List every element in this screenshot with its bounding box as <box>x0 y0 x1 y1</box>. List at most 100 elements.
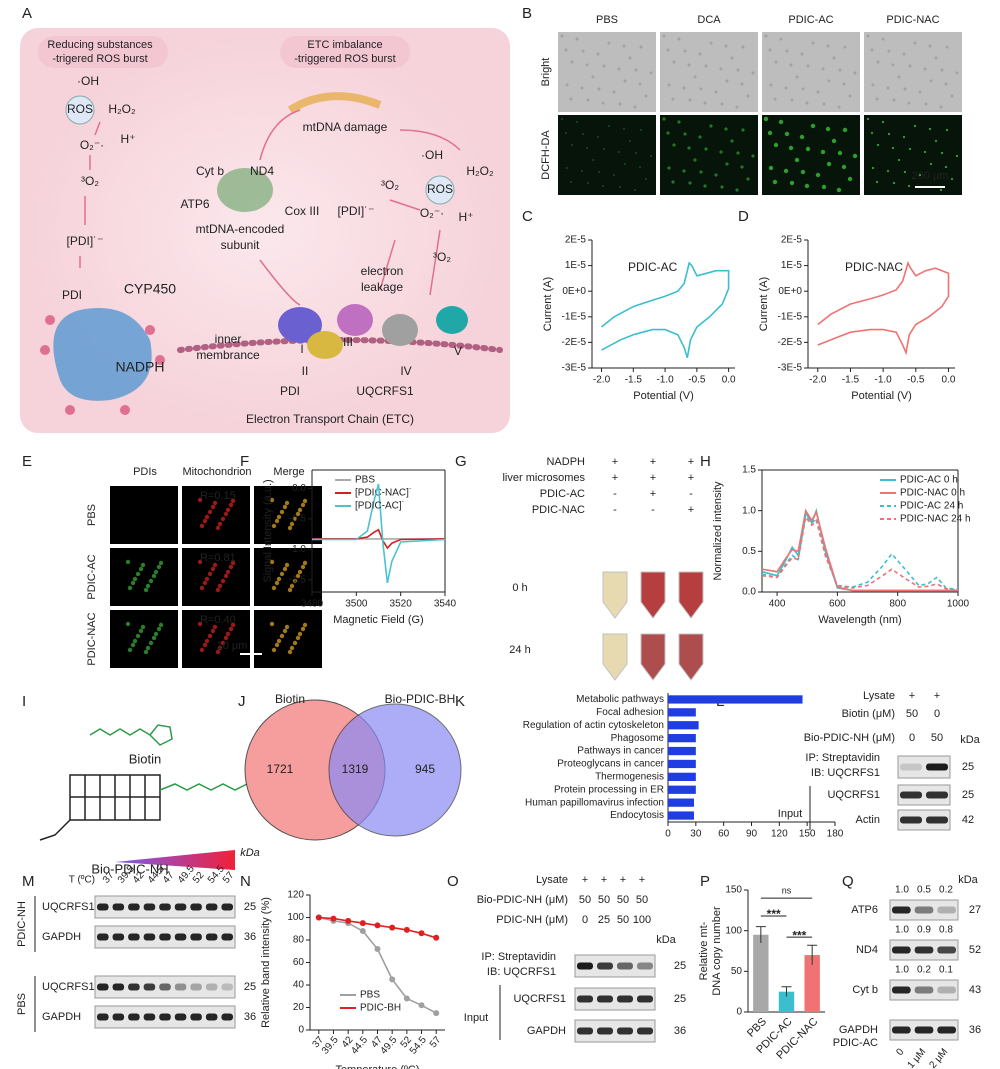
tube <box>640 633 666 681</box>
signal <box>132 638 138 644</box>
speckle <box>612 90 616 94</box>
signal <box>228 626 234 632</box>
signal <box>125 559 131 565</box>
speckle <box>624 163 626 165</box>
speckle <box>699 170 703 174</box>
speckle <box>597 87 601 91</box>
speckle <box>688 181 692 185</box>
signal <box>210 566 216 572</box>
speckle <box>913 41 917 45</box>
speckle <box>799 134 805 140</box>
treatment-label: PDIC-AC <box>833 1037 878 1049</box>
y-tick-label: -2E-5 <box>778 337 803 348</box>
micrograph <box>254 486 322 544</box>
signal <box>217 645 223 651</box>
speckle <box>580 86 584 90</box>
y-tick-label: -3E-5 <box>778 363 803 374</box>
band <box>205 903 218 911</box>
pink-dots <box>40 315 165 415</box>
speckle <box>908 64 912 68</box>
diagram-label: ROS <box>67 102 93 116</box>
speckle <box>934 56 938 60</box>
sign: - <box>613 504 617 516</box>
y-tick-label: 150 <box>725 885 742 896</box>
bar <box>753 934 769 1012</box>
diagram-label: ETC imbalance <box>307 39 382 51</box>
column-label: Mitochondrion <box>182 466 251 478</box>
set-label: Bio-PDIC-BH <box>385 692 456 706</box>
kda-value: 27 <box>969 904 981 916</box>
speckle <box>703 184 707 188</box>
speckle <box>876 60 880 64</box>
speckle <box>570 181 572 183</box>
speckle <box>714 173 718 177</box>
y-tick-label: 1.0 <box>742 505 756 516</box>
speckle <box>842 82 846 86</box>
series-line <box>761 508 958 592</box>
signal <box>300 502 306 508</box>
speckle <box>570 60 574 64</box>
speckle <box>565 83 569 87</box>
signal <box>292 578 298 584</box>
band <box>112 903 125 911</box>
blot <box>574 954 656 978</box>
signal <box>295 573 301 579</box>
sign: 0 <box>934 708 940 720</box>
band <box>597 962 613 970</box>
signal <box>287 587 293 593</box>
signal <box>225 507 231 513</box>
signal <box>140 624 146 630</box>
x-tick-label: 49.5 <box>379 1034 400 1056</box>
speckle <box>635 152 637 154</box>
speckle <box>677 37 681 41</box>
diagram-label: H₂O₂ <box>466 164 494 178</box>
x-tick-label: -0.5 <box>907 375 925 386</box>
series-line <box>312 483 446 584</box>
category-label: Metabolic pathways <box>576 694 664 705</box>
band <box>937 1026 956 1034</box>
speckle <box>887 49 891 53</box>
diagram-label: IV <box>400 364 411 378</box>
ratio: 1.0 <box>895 925 909 936</box>
speckle <box>805 146 811 152</box>
micrograph <box>660 115 758 195</box>
speckle <box>789 63 793 67</box>
bar <box>804 955 820 1012</box>
speckle <box>784 86 788 90</box>
band-label: GAPDH <box>839 1024 878 1036</box>
category-label: Regulation of actin cytoskeleton <box>523 720 664 731</box>
signal <box>153 631 159 637</box>
signal <box>202 642 208 648</box>
speckle <box>902 52 906 56</box>
band <box>597 995 613 1003</box>
speckle <box>821 67 825 71</box>
legend-label: PDIC-AC 24 h <box>900 501 963 512</box>
speckle <box>841 164 847 170</box>
mtdna <box>287 92 382 114</box>
speckle <box>741 45 745 49</box>
signal <box>212 562 218 568</box>
speckle <box>827 79 831 83</box>
sign: + <box>934 690 940 702</box>
series-line <box>761 512 959 591</box>
micrograph <box>254 610 322 668</box>
row-label: Bio-PDIC-NH (μM) <box>477 894 568 906</box>
kda-label: kDa <box>960 734 980 746</box>
speckle <box>736 68 740 72</box>
speckle <box>794 157 800 163</box>
x-tick-label: -1.5 <box>625 375 643 386</box>
speckle <box>719 67 723 71</box>
band-label: GAPDH <box>42 1011 81 1023</box>
x-tick-label: -2.0 <box>809 375 827 386</box>
y-tick-label: -1E-5 <box>778 311 803 322</box>
speckle <box>575 37 579 41</box>
signal <box>302 560 308 566</box>
band <box>617 995 633 1003</box>
ratio: 0.2 <box>917 965 931 976</box>
bar <box>668 734 696 743</box>
diagram-label: I <box>300 342 303 356</box>
speckle <box>945 166 947 168</box>
row-label: PDIC-NAC <box>86 612 98 665</box>
blot <box>897 784 951 806</box>
blot <box>574 1019 656 1043</box>
